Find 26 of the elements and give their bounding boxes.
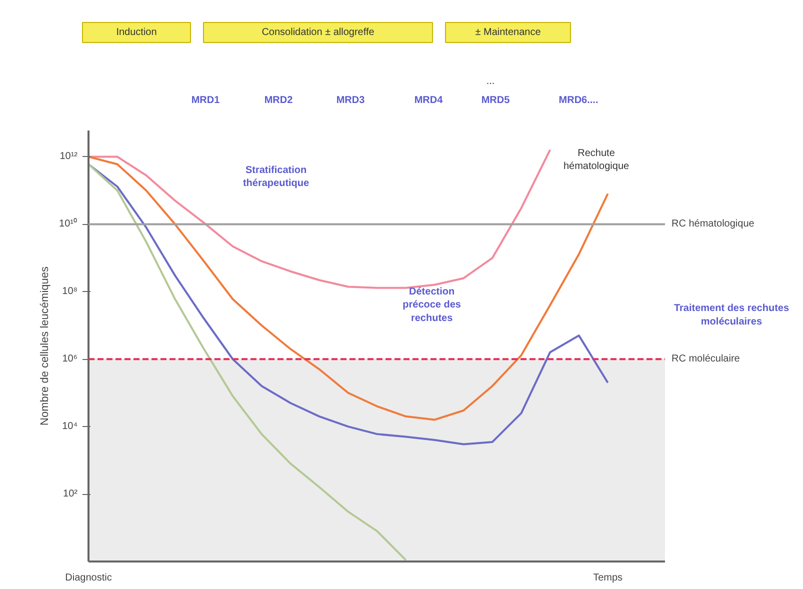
x-tick-label: Diagnostic [65,572,112,584]
x-tick-label: Temps [593,572,623,584]
y-tick-label: 10¹² [60,151,78,162]
y-axis-title: Nombre de cellules leucémiques [39,266,52,426]
text: Traitement des rechutes moléculaires [674,303,790,328]
text: Consolidation ± allogreffe [262,27,375,38]
text: MRD3 [336,95,366,106]
ref-line-label: RC moléculaire [672,354,740,365]
text: ± Maintenance [475,27,542,38]
text: MRD2 [264,95,294,106]
text: MRD4 [414,95,444,106]
annotation: Détection précoce des rechutes [402,286,462,324]
text: MRD5 [481,95,510,106]
ref-line-label: RC hématologique [672,218,755,230]
y-tick-label: 10⁴ [62,421,78,432]
y-tick-label: 10² [63,488,78,500]
annotation: Stratification thérapeutique [242,164,310,190]
y-tick-label: 10⁶ [62,354,78,365]
text: MRD6.... [558,95,598,106]
y-tick-label: 10⁸ [62,286,78,298]
y-tick-label: 10¹⁰ [59,218,78,230]
text: MRD1 [191,95,220,106]
line-series [88,148,552,289]
text: ... [486,76,495,87]
annotation: Rechute hématologique [563,148,630,172]
text: Induction [116,27,157,38]
